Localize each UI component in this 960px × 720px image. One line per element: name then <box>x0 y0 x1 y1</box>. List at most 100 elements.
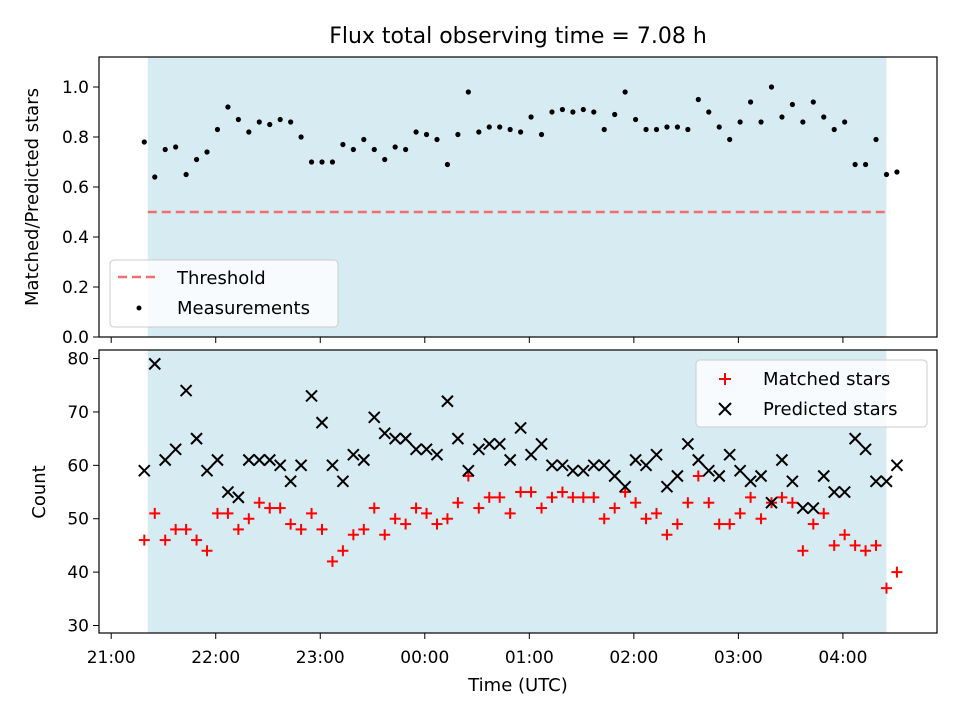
bottom-x-tick-label: 03:00 <box>714 648 763 668</box>
matched-star-point <box>222 507 234 519</box>
matched-star-point <box>358 523 370 535</box>
matched-stars-legend-label: Matched stars <box>763 369 890 390</box>
top-legend: Threshold Measurements <box>109 259 339 328</box>
predicted-star-point <box>556 459 569 472</box>
predicted-star-point <box>284 475 297 488</box>
predicted-star-point <box>503 453 517 467</box>
matched-star-point <box>703 497 715 509</box>
bottom-y-tick-label: 30 <box>67 617 89 637</box>
predicted-star-point <box>671 469 684 483</box>
predicted-star-point <box>817 469 830 483</box>
matched-star-point <box>839 529 851 541</box>
predicted-star-point <box>169 443 182 456</box>
predicted-star-point <box>524 448 538 461</box>
measurement-point <box>413 129 419 135</box>
measurement-point <box>758 119 764 125</box>
predicted-star-point <box>493 437 506 451</box>
predicted-star-point <box>336 475 350 488</box>
predicted-star-point <box>545 459 559 472</box>
matched-star-point <box>598 513 610 525</box>
predicted-star-point <box>273 459 287 472</box>
predicted-star-point <box>587 459 600 472</box>
matched-star-point <box>337 545 349 557</box>
predicted-star-point <box>451 432 465 445</box>
predicted-star-point <box>420 443 433 456</box>
bottom-x-axis-label: Time (UTC) <box>467 675 568 696</box>
predicted-star-point <box>200 464 214 477</box>
measurement-point <box>361 136 367 143</box>
predicted-star-point <box>430 448 444 461</box>
measurement-point <box>214 126 221 133</box>
measurement-point <box>141 139 147 145</box>
measurement-point <box>768 84 775 90</box>
predicted-star-point <box>744 475 757 488</box>
predicted-star-point <box>577 464 590 477</box>
predicted-star-point <box>828 485 841 499</box>
predicted-star-point <box>869 475 883 488</box>
measurement-point <box>622 89 628 95</box>
predicted-star-point <box>368 411 381 424</box>
predicted-star-point <box>399 432 412 445</box>
predicted-star-point <box>890 459 904 472</box>
matched-star-point <box>525 486 537 498</box>
bottom-y-axis-label: Count <box>29 465 50 518</box>
matched-star-point <box>253 497 265 509</box>
matched-star-point <box>483 491 495 503</box>
measurement-point <box>747 99 754 105</box>
measurement-point <box>580 106 586 113</box>
measurement-point <box>444 161 451 168</box>
measurement-point <box>340 141 346 148</box>
matched-star-point <box>536 502 548 514</box>
bottom-legend: Matched stars Predicted stars <box>695 359 928 428</box>
matched-star-point <box>326 555 338 567</box>
matched-star-point <box>891 566 903 578</box>
matched-star-point <box>630 497 642 509</box>
top-chart-title: Flux total observing time = 7.08 h <box>329 24 707 49</box>
matched-star-point <box>211 507 223 519</box>
matched-star-point <box>797 545 809 557</box>
matched-star-point <box>274 502 286 514</box>
matched-star-point <box>870 539 882 551</box>
matched-star-point <box>619 486 631 498</box>
predicted-star-point <box>294 459 308 472</box>
measurement-point <box>350 146 356 153</box>
measurement-point <box>779 114 785 120</box>
top-y-axis-label: Matched/Predicted stars <box>22 88 43 306</box>
matched-star-point <box>828 539 840 551</box>
matched-star-point <box>567 491 579 503</box>
predicted-star-point <box>807 501 820 515</box>
measurement-point <box>403 146 409 153</box>
matched-star-point <box>609 502 621 514</box>
matched-star-point <box>138 534 150 546</box>
measurement-point <box>727 136 733 143</box>
matched-star-point <box>734 507 746 519</box>
matched-star-point <box>640 513 652 525</box>
measurement-point <box>653 126 660 133</box>
measurement-point <box>695 96 701 103</box>
matched-star-point <box>556 486 568 498</box>
matched-star-point <box>504 507 516 519</box>
predicted-star-point <box>441 395 454 408</box>
matched-star-point <box>400 518 412 530</box>
measurement-point <box>486 124 492 130</box>
measurement-point <box>204 149 210 155</box>
matched-star-point <box>807 518 819 530</box>
predicted-star-point <box>253 453 266 467</box>
predicted-stars-legend-swatch <box>718 402 732 416</box>
measurement-point <box>601 126 607 133</box>
predicted-star-point <box>786 475 799 488</box>
predicted-star-point <box>765 496 778 509</box>
measurement-point <box>883 171 890 178</box>
measurement-point <box>434 136 440 143</box>
matched-star-point <box>452 497 464 509</box>
matched-stars-legend-swatch <box>719 373 731 385</box>
measurement-point <box>716 124 722 130</box>
matched-star-point <box>379 529 391 541</box>
matched-star-point <box>441 513 453 525</box>
measurement-point <box>570 109 576 115</box>
measurement-point <box>423 131 430 138</box>
matched-star-point <box>285 518 297 530</box>
measurement-point <box>674 124 681 130</box>
predicted-star-point <box>650 448 663 461</box>
